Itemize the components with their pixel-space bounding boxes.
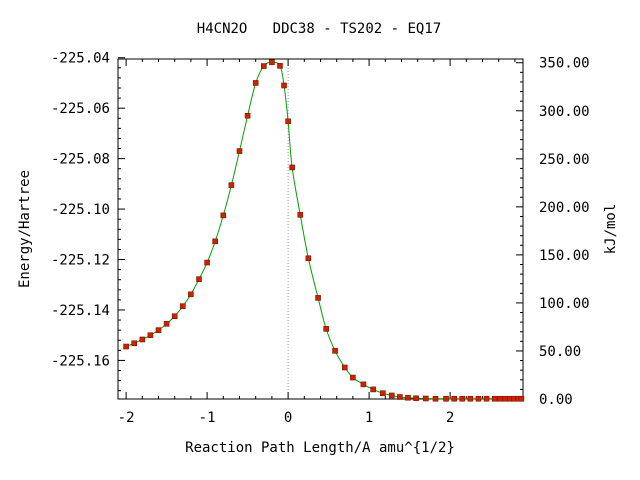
data-point <box>228 182 235 188</box>
data-point <box>388 392 395 399</box>
data-points <box>123 59 525 402</box>
data-point <box>422 395 429 402</box>
data-point <box>360 381 367 388</box>
x-tick-label: 1 <box>365 410 373 426</box>
data-point <box>131 340 137 347</box>
data-point <box>380 390 386 396</box>
y2-tick-label: 0.00 <box>539 392 573 408</box>
x-tick-label: 2 <box>446 410 454 426</box>
y-tick-label: -225.10 <box>51 202 110 218</box>
x-tick-label: -1 <box>199 410 216 426</box>
energy-curve <box>125 61 522 400</box>
data-point <box>196 276 202 282</box>
data-point <box>244 112 251 119</box>
y2-tick-label: 150.00 <box>539 248 590 264</box>
y-axis-right: 350.00 300.00 250.00 200.00 150.00 100.00 50.0… <box>516 56 590 408</box>
data-point <box>289 164 295 171</box>
y2-tick-label: 50.00 <box>539 344 581 360</box>
data-point <box>502 395 508 402</box>
data-point <box>204 259 210 266</box>
data-point <box>155 327 162 333</box>
data-point <box>350 374 356 381</box>
data-point <box>163 321 170 327</box>
y2-tick-label: 200.00 <box>539 200 590 216</box>
data-point <box>497 395 504 402</box>
data-point <box>413 395 419 402</box>
y2-axis-label: kJ/mol <box>603 204 619 255</box>
y2-tick-label: 300.00 <box>539 104 590 120</box>
y-tick-label: -225.12 <box>51 253 110 269</box>
data-point <box>518 395 525 402</box>
data-point <box>370 386 376 393</box>
data-point <box>281 82 287 89</box>
data-point <box>260 63 267 69</box>
data-point <box>467 395 474 402</box>
data-point <box>123 343 129 350</box>
data-point <box>475 395 482 402</box>
x-tick-label: -2 <box>118 410 135 426</box>
data-point <box>139 336 146 343</box>
data-point <box>277 63 283 69</box>
data-point <box>405 394 411 401</box>
data-point <box>180 303 186 309</box>
data-point <box>188 291 194 298</box>
data-point <box>341 364 348 371</box>
data-point <box>432 395 439 402</box>
y2-tick-label: 250.00 <box>539 152 590 168</box>
data-point <box>252 80 259 86</box>
y2-tick-label: 350.00 <box>539 56 590 72</box>
y2-tick-label: 100.00 <box>539 296 590 312</box>
y-tick-label: -225.06 <box>51 101 110 117</box>
data-point <box>171 313 178 320</box>
data-point <box>332 348 338 354</box>
data-point <box>212 238 218 245</box>
y-tick-label: -225.04 <box>51 51 110 67</box>
data-point <box>297 212 304 218</box>
data-point <box>305 255 312 262</box>
y-tick-label: -225.14 <box>51 303 110 319</box>
x-tick-label: 0 <box>284 410 292 426</box>
data-point <box>443 395 449 402</box>
data-point <box>285 118 291 125</box>
data-point <box>147 332 154 338</box>
data-point <box>220 212 227 219</box>
data-point <box>323 326 329 332</box>
data-point <box>236 148 243 154</box>
data-point <box>451 395 457 402</box>
data-point <box>315 295 321 301</box>
x-axis: -2 -1 0 1 2 <box>118 59 516 426</box>
data-point <box>483 395 490 402</box>
data-point <box>397 394 403 400</box>
data-point <box>269 59 275 66</box>
data-point <box>459 395 466 402</box>
y-axis-label: Energy/Hartree <box>17 170 33 288</box>
x-axis-label: Reaction Path Length/A amu^{1/2} <box>185 440 455 456</box>
y-tick-label: -225.16 <box>51 353 110 369</box>
data-point <box>491 395 498 402</box>
plot-frame <box>117 58 524 400</box>
y-tick-label: -225.08 <box>51 152 110 168</box>
y-axis-left: -225.04 -225.06 -225.08 -225.10 -225.12 -225.… <box>51 51 125 392</box>
chart-title: H4CN2O DDC38 - TS202 - EQ17 <box>197 21 441 37</box>
